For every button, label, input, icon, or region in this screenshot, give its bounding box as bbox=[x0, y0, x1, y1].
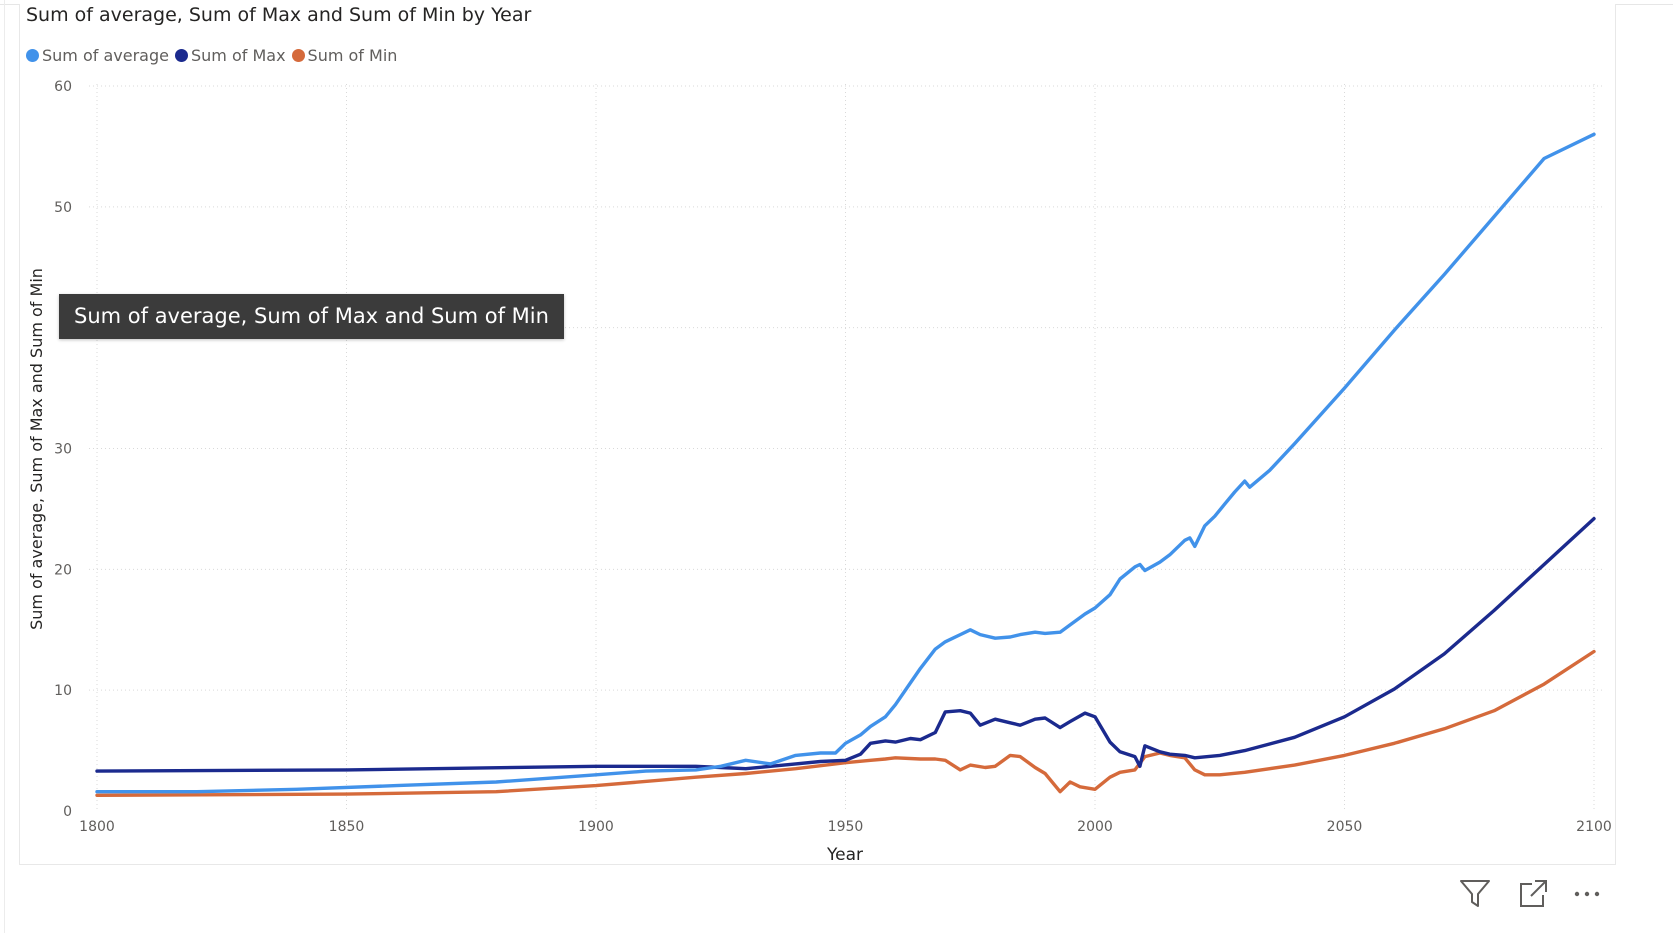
y-axis-title: Sum of average, Sum of Max and Sum of Mi… bbox=[27, 268, 46, 630]
x-tick-label-3: 1950 bbox=[828, 819, 864, 835]
line-sum-of-max[interactable] bbox=[95, 516, 1596, 773]
legend-marker-average bbox=[26, 48, 39, 62]
chart-title: Sum of average, Sum of Max and Sum of Mi… bbox=[26, 4, 532, 26]
gridlines bbox=[89, 84, 1602, 811]
filter-icon bbox=[1460, 880, 1490, 907]
x-tick-label-2: 1900 bbox=[578, 819, 614, 835]
y-tick-label-2: 20 bbox=[54, 562, 72, 578]
legend-item-average[interactable]: Sum of average bbox=[26, 46, 169, 65]
legend-marker-max bbox=[174, 48, 188, 62]
x-axis-title: Year bbox=[826, 845, 863, 865]
y-tick-label-6: 60 bbox=[54, 79, 72, 95]
legend-marker-min bbox=[291, 48, 305, 62]
x-tick-label-6: 2100 bbox=[1576, 819, 1612, 835]
y-tick-label-0: 0 bbox=[63, 804, 72, 820]
y-tick-label-1: 10 bbox=[54, 683, 72, 699]
y-axis-ticks: 0 10 20 30 50 60 bbox=[54, 79, 72, 820]
y-tick-label-5: 50 bbox=[54, 200, 72, 216]
more-options-button[interactable] bbox=[1567, 873, 1607, 913]
legend-label-max: Sum of Max bbox=[190, 45, 286, 65]
legend-label-average: Sum of average bbox=[42, 45, 169, 65]
x-tick-label-1: 1850 bbox=[329, 819, 365, 835]
filter-button[interactable] bbox=[1455, 873, 1495, 913]
legend-item-max[interactable]: Sum of Max bbox=[174, 45, 286, 65]
legend: Sum of average Sum of Max Sum of Min bbox=[26, 44, 403, 66]
line-sum-of-min[interactable] bbox=[95, 649, 1596, 797]
focus-mode-button[interactable] bbox=[1512, 873, 1552, 913]
legend-label-min: Sum of Min bbox=[307, 45, 398, 65]
tooltip: Sum of average, Sum of Max and Sum of Mi… bbox=[59, 294, 564, 339]
series-lines bbox=[95, 132, 1596, 797]
x-tick-label-0: 1800 bbox=[79, 819, 115, 835]
visual-header-toolbar bbox=[1455, 873, 1615, 913]
more-options-icon bbox=[1574, 891, 1600, 897]
x-tick-label-5: 2050 bbox=[1327, 819, 1363, 835]
focus-mode-icon bbox=[1520, 880, 1547, 907]
legend-item-min[interactable]: Sum of Min bbox=[291, 45, 398, 65]
visual-container[interactable] bbox=[19, 4, 1616, 865]
x-tick-label-4: 2000 bbox=[1077, 819, 1113, 835]
x-axis-ticks: 1800 1850 1900 1950 2000 2050 2100 bbox=[79, 819, 1612, 835]
y-tick-label-3: 30 bbox=[54, 442, 72, 458]
line-sum-of-average[interactable] bbox=[95, 132, 1596, 794]
page-left-rule bbox=[4, 0, 5, 933]
